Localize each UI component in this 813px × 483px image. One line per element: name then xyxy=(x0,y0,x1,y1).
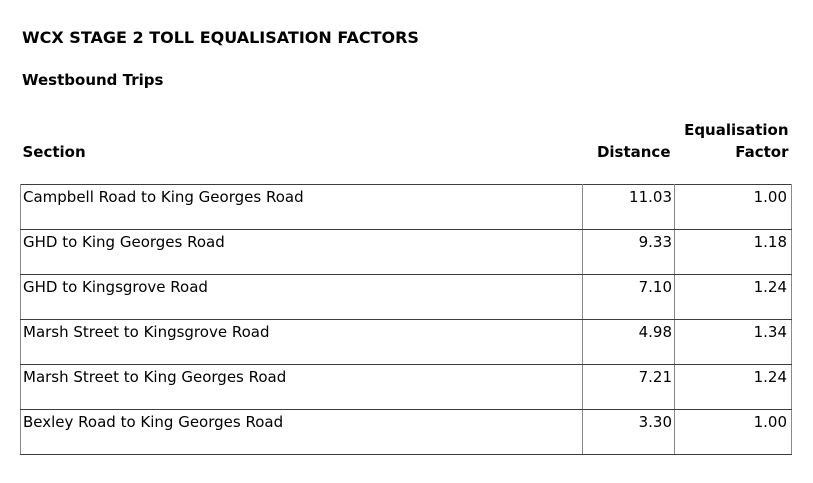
column-header-section: Section xyxy=(22,143,86,161)
factor-cell: 1.00 xyxy=(674,183,792,230)
distance-cell: 7.21 xyxy=(582,363,675,410)
section-cell: Campbell Road to King Georges Road xyxy=(20,183,583,230)
header-gap xyxy=(21,162,792,184)
column-header-distance: Distance xyxy=(596,143,671,161)
page-subtitle: Westbound Trips xyxy=(22,71,164,89)
page-title: WCX STAGE 2 TOLL EQUALISATION FACTORS xyxy=(22,28,419,47)
table-row: GHD to Kingsgrove Road 7.10 1.24 xyxy=(20,273,792,320)
equalisation-factors-table: Equalisation Section Distance Factor Cam… xyxy=(20,118,792,455)
table-header: Equalisation Section Distance Factor xyxy=(21,118,792,184)
header-row-lower: Section Distance Factor xyxy=(21,140,792,162)
header-spacer xyxy=(21,118,583,140)
factor-cell: 1.00 xyxy=(674,408,792,455)
section-cell: Marsh Street to Kingsgrove Road xyxy=(20,318,583,365)
column-header-equalisation-line2: Factor xyxy=(735,143,789,161)
table-row: Marsh Street to King Georges Road 7.21 1… xyxy=(20,363,792,410)
table-row: Campbell Road to King Georges Road 11.03… xyxy=(20,183,792,230)
table-row: Marsh Street to Kingsgrove Road 4.98 1.3… xyxy=(20,318,792,365)
distance-cell: 11.03 xyxy=(582,183,675,230)
section-cell: GHD to Kingsgrove Road xyxy=(20,273,583,320)
section-cell: Bexley Road to King Georges Road xyxy=(20,408,583,455)
distance-cell: 4.98 xyxy=(582,318,675,365)
factor-cell: 1.18 xyxy=(674,228,792,275)
table-row: GHD to King Georges Road 9.33 1.18 xyxy=(20,228,792,275)
section-cell: Marsh Street to King Georges Road xyxy=(20,363,583,410)
distance-cell: 3.30 xyxy=(582,408,675,455)
distance-cell: 7.10 xyxy=(582,273,675,320)
factor-cell: 1.34 xyxy=(674,318,792,365)
header-gap-cell xyxy=(21,162,792,184)
table-body: Campbell Road to King Georges Road 11.03… xyxy=(20,183,792,455)
header-spacer xyxy=(583,118,675,140)
factor-cell: 1.24 xyxy=(674,363,792,410)
column-header-equalisation-line1: Equalisation xyxy=(684,121,789,139)
factor-cell: 1.24 xyxy=(674,273,792,320)
table-row: Bexley Road to King Georges Road 3.30 1.… xyxy=(20,408,792,455)
distance-cell: 9.33 xyxy=(582,228,675,275)
header-row-upper: Equalisation xyxy=(21,118,792,140)
section-cell: GHD to King Georges Road xyxy=(20,228,583,275)
